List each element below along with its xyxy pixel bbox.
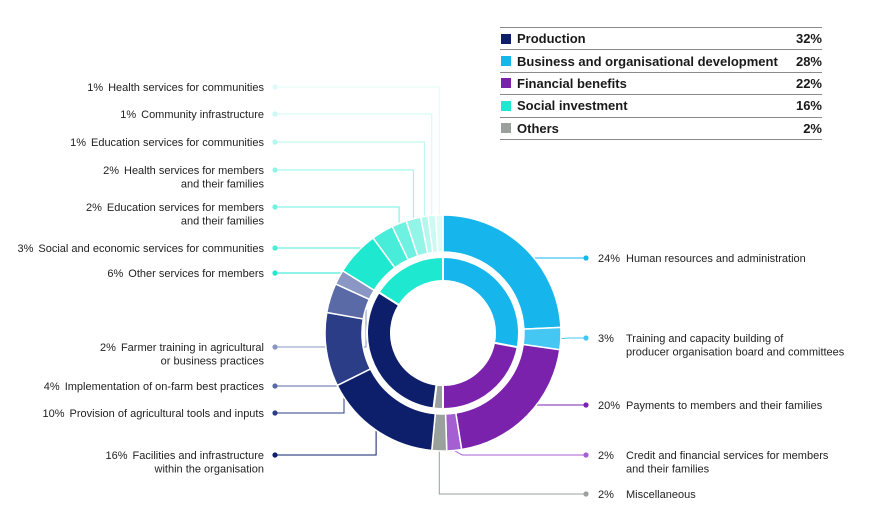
- legend-value: 2%: [803, 120, 822, 136]
- outer-label-pct: 2%: [598, 450, 614, 462]
- leader-line: [275, 430, 377, 456]
- outer-slice: [434, 214, 444, 253]
- outer-label-text: Health services for members: [124, 165, 264, 177]
- legend-value: 22%: [795, 75, 822, 91]
- legend-swatch: [501, 100, 511, 111]
- outer-label-text: Miscellaneous: [626, 489, 696, 501]
- outer-label-text: Training and capacity building of: [626, 333, 784, 345]
- outer-label-pct: 1%: [70, 137, 86, 149]
- outer-label-text: or business practices: [161, 356, 265, 368]
- label-dot: [583, 491, 589, 497]
- legend-value: 28%: [795, 53, 822, 69]
- label-dot: [583, 402, 589, 408]
- legend-label: Financial benefits: [517, 75, 627, 91]
- legend-item: Social investment 16%: [500, 95, 822, 118]
- label-layer: 24% Human resources and administration 3% T…: [18, 82, 845, 501]
- ring-layer: [324, 214, 562, 452]
- label-dot: [272, 111, 278, 117]
- label-dot: [272, 139, 278, 145]
- legend: Production 32% Business and organisational…: [500, 27, 822, 140]
- legend-swatch: [501, 123, 511, 134]
- outer-label-text: Education services for communities: [91, 137, 265, 149]
- legend-swatch: [501, 56, 511, 67]
- leader-line: [275, 113, 433, 216]
- outer-label-text: Implementation of on-farm best practices: [65, 381, 265, 393]
- label-dot: [272, 204, 278, 210]
- label-dot: [272, 84, 278, 90]
- leader-line: [438, 450, 586, 495]
- legend-swatch: [501, 33, 511, 44]
- outer-label-text: Credit and financial services for member…: [626, 450, 829, 462]
- label-dot: [272, 452, 278, 458]
- leader-line: [275, 169, 414, 219]
- outer-label-text: Farmer training in agricultural: [121, 342, 264, 354]
- outer-label-pct: 10%: [43, 408, 65, 420]
- outer-label-pct: 2%: [86, 202, 102, 214]
- legend-swatch: [501, 78, 511, 89]
- label-dot: [272, 270, 278, 276]
- outer-label-text: and their families: [626, 464, 710, 476]
- label-dot: [272, 410, 278, 416]
- legend-value: 16%: [795, 98, 822, 114]
- leader-line: [275, 86, 440, 216]
- leader-line: [560, 337, 586, 340]
- outer-label-text: Social and economic services for communi…: [38, 243, 264, 255]
- outer-label-pct: 1%: [120, 109, 136, 121]
- outer-label-text: Community infrastructure: [141, 109, 264, 121]
- legend-value: 32%: [795, 31, 822, 47]
- outer-label-pct: 2%: [100, 342, 116, 354]
- legend-item: Business and organisational development 2…: [500, 50, 822, 73]
- label-dot: [272, 167, 278, 173]
- label-dot: [272, 344, 278, 350]
- legend-item: Financial benefits 22%: [500, 73, 822, 96]
- outer-label-text: Payments to members and their families: [626, 400, 823, 412]
- outer-label-pct: 3%: [18, 243, 34, 255]
- outer-label-text: Health services for communities: [108, 82, 264, 94]
- outer-label-pct: 2%: [103, 165, 119, 177]
- outer-label-pct: 24%: [598, 253, 620, 265]
- legend-label: Production: [517, 31, 586, 47]
- outer-label-pct: 16%: [106, 450, 128, 462]
- leader-line: [453, 450, 586, 456]
- outer-label-pct: 4%: [44, 381, 60, 393]
- outer-label-pct: 6%: [107, 268, 123, 280]
- outer-label-pct: 1%: [87, 82, 103, 94]
- outer-label-text: Education services for members: [107, 202, 265, 214]
- label-dot: [272, 383, 278, 389]
- leader-line: [275, 206, 400, 224]
- outer-label-text: and their families: [181, 216, 265, 228]
- outer-label-text: and their families: [181, 179, 265, 191]
- outer-label-pct: 20%: [598, 400, 620, 412]
- legend-label: Others: [517, 120, 559, 136]
- label-dot: [583, 255, 589, 261]
- legend-item: Production 32%: [500, 28, 822, 51]
- label-dot: [272, 245, 278, 251]
- legend-label: Social investment: [517, 98, 628, 114]
- legend-label: Business and organisational development: [517, 53, 778, 69]
- outer-label-pct: 3%: [598, 333, 614, 345]
- outer-label-text: Facilities and infrastructure: [133, 450, 264, 462]
- label-dot: [583, 335, 589, 341]
- outer-label-text: producer organisation board and committe…: [626, 347, 845, 359]
- outer-label-pct: 2%: [598, 489, 614, 501]
- legend-item: Others 2%: [500, 118, 822, 140]
- outer-label-text: Other services for members: [128, 268, 264, 280]
- leader-line: [275, 141, 425, 217]
- outer-label-text: Provision of agricultural tools and inpu…: [70, 408, 265, 420]
- label-dot: [583, 452, 589, 458]
- outer-label-text: Human resources and administration: [626, 253, 806, 265]
- outer-label-text: within the organisation: [154, 464, 264, 476]
- inner-slice-social-investment: [377, 255, 444, 307]
